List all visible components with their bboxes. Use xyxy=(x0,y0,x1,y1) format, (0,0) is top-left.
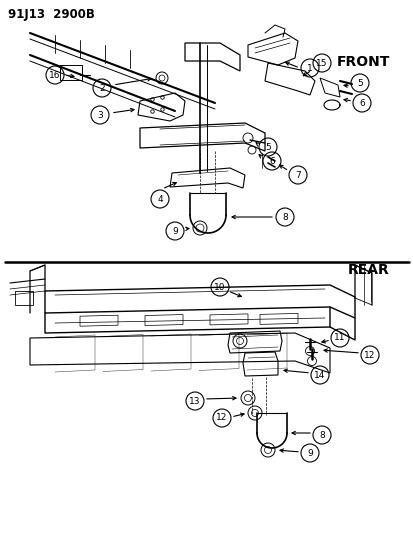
Text: 16: 16 xyxy=(49,70,61,79)
Text: 12: 12 xyxy=(363,351,375,359)
Text: 1: 1 xyxy=(306,63,312,72)
Text: 2: 2 xyxy=(99,84,104,93)
Text: 10: 10 xyxy=(214,282,225,292)
Text: 5: 5 xyxy=(356,78,362,87)
Text: 9: 9 xyxy=(172,227,178,236)
Text: 8: 8 xyxy=(281,213,287,222)
Text: 12: 12 xyxy=(216,414,227,423)
Text: 15: 15 xyxy=(316,59,327,68)
Text: REAR: REAR xyxy=(347,263,389,277)
Text: 5: 5 xyxy=(264,142,270,151)
Text: 13: 13 xyxy=(189,397,200,406)
Text: 14: 14 xyxy=(313,370,325,379)
Text: 6: 6 xyxy=(358,99,364,108)
Text: 3: 3 xyxy=(97,110,102,119)
Text: 8: 8 xyxy=(318,431,324,440)
Text: 4: 4 xyxy=(157,195,162,204)
Text: 91J13  2900B: 91J13 2900B xyxy=(8,8,95,21)
Text: FRONT: FRONT xyxy=(336,55,389,69)
Text: 7: 7 xyxy=(294,171,300,180)
Text: 9: 9 xyxy=(306,448,312,457)
Text: 6: 6 xyxy=(268,157,274,166)
Text: 11: 11 xyxy=(333,334,345,343)
